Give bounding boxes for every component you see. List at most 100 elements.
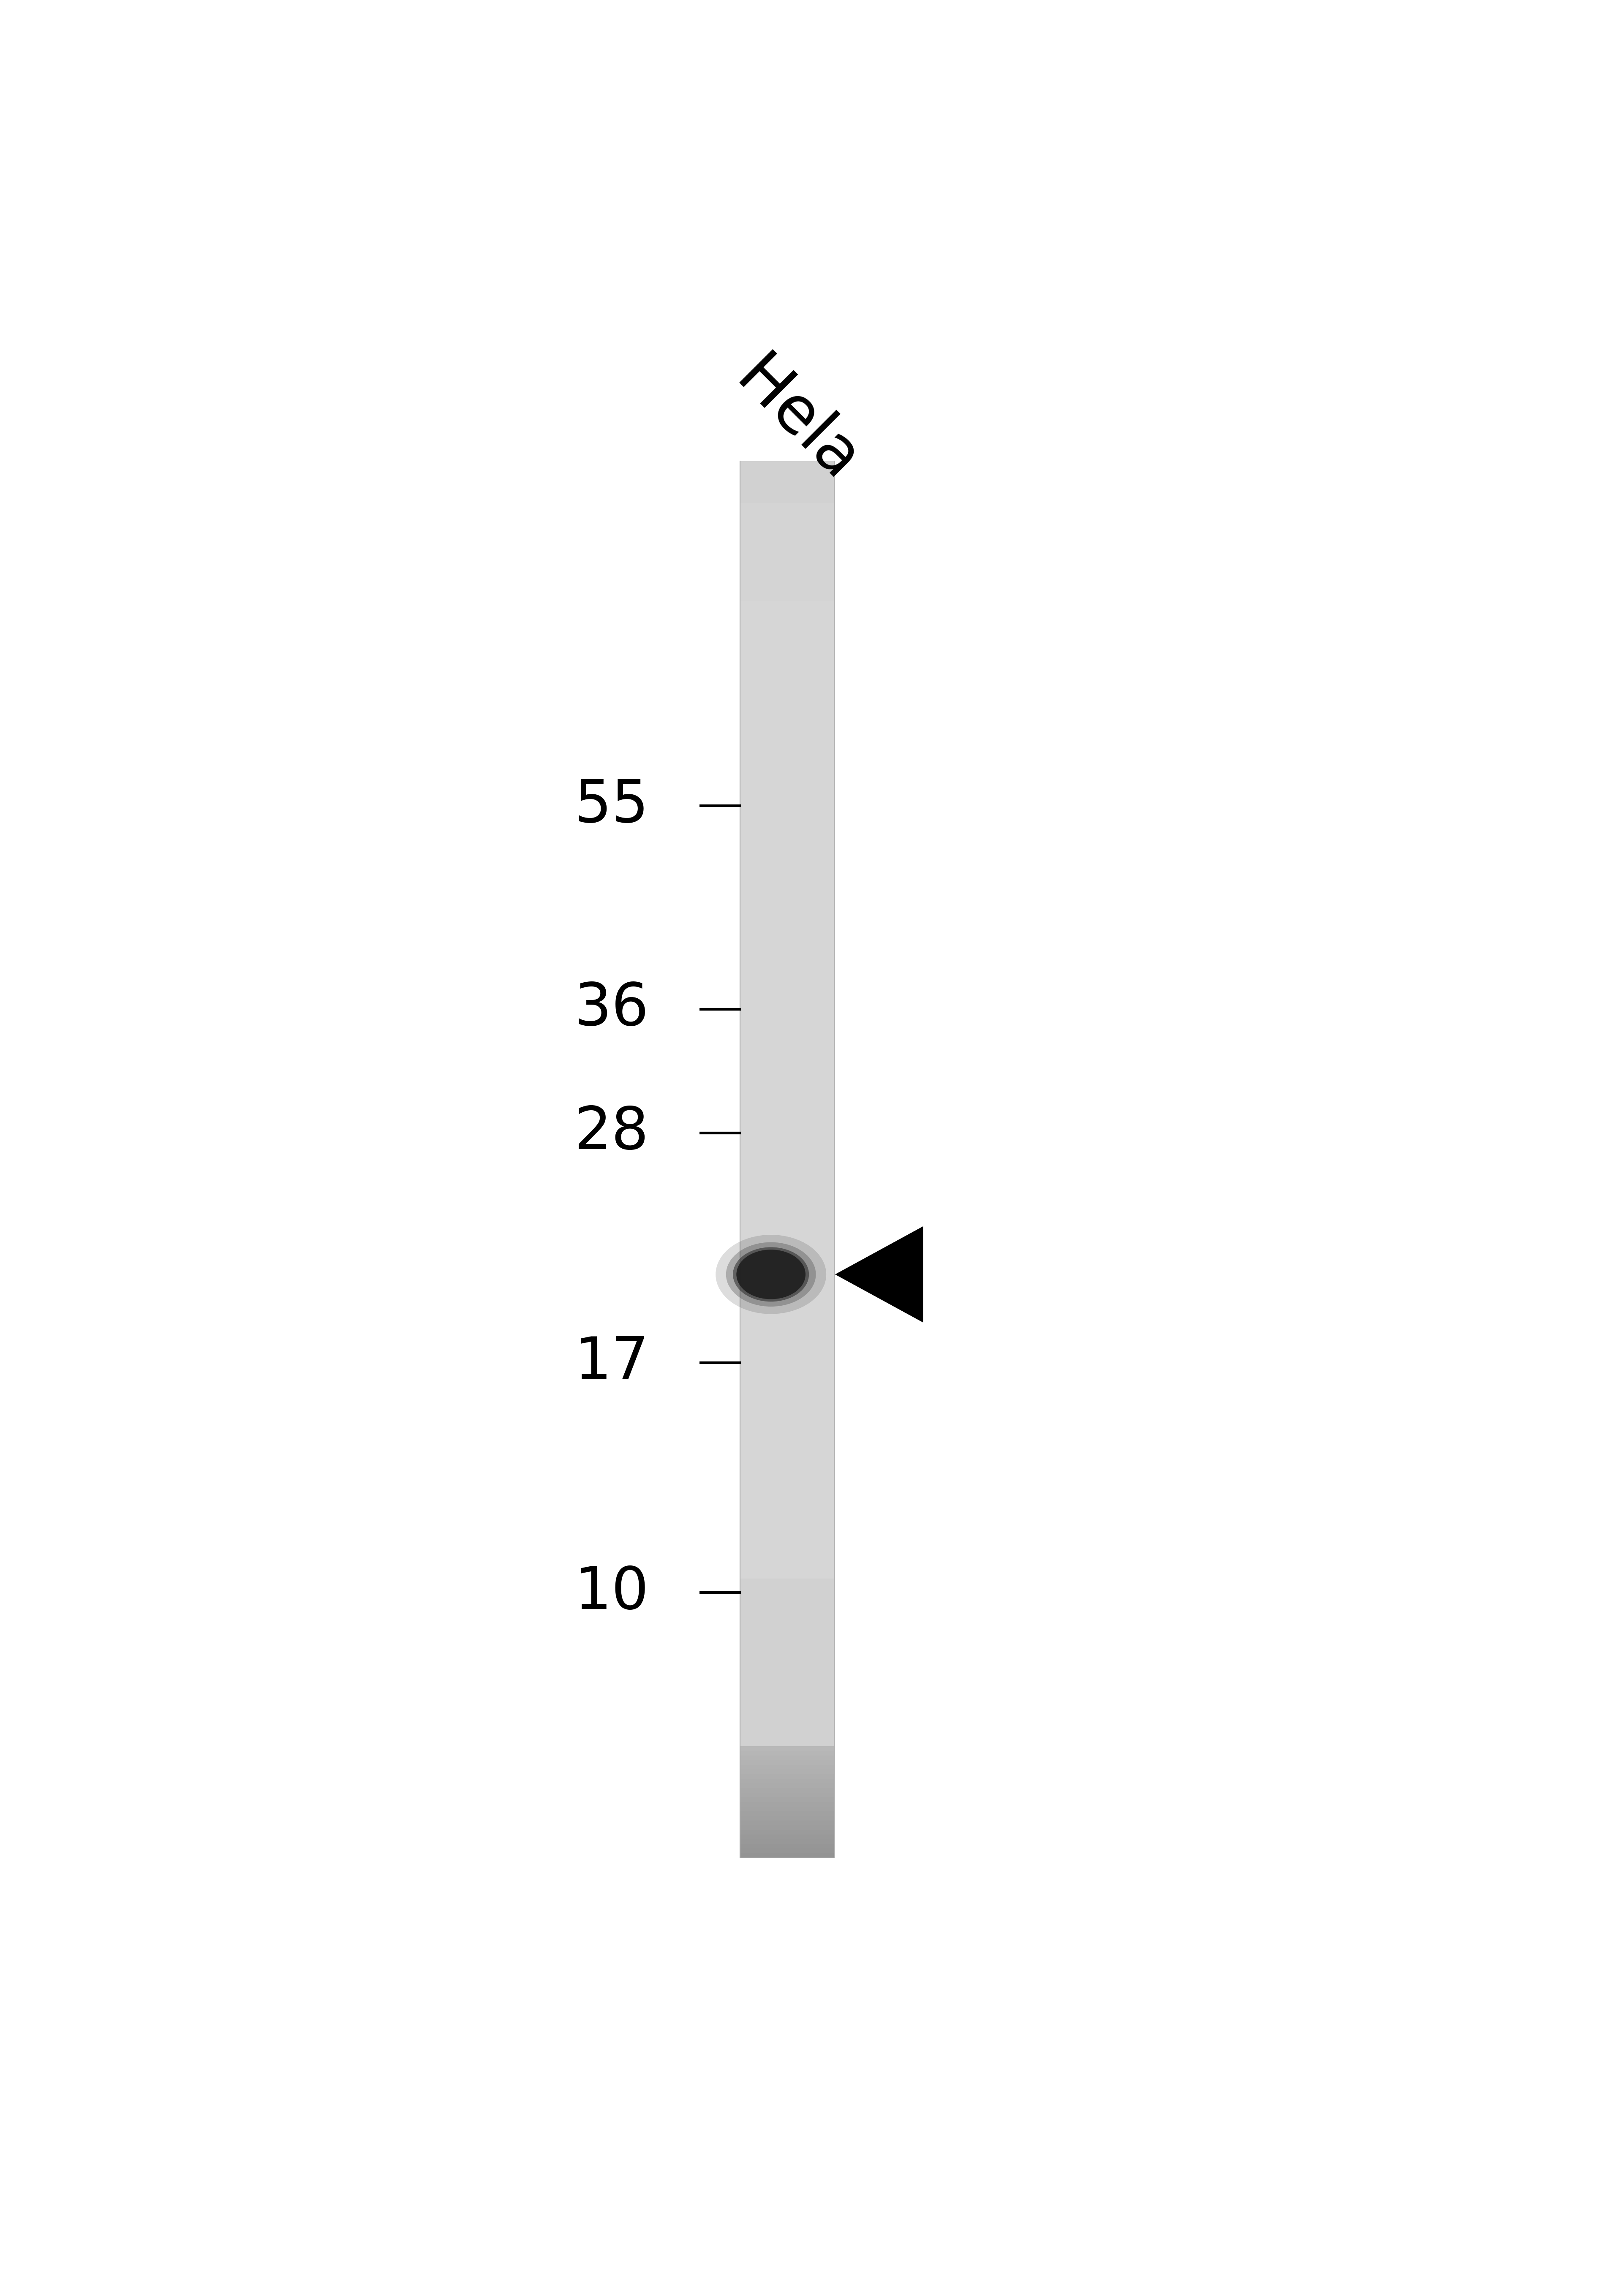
Bar: [740, 797, 834, 801]
Bar: [740, 1336, 834, 1341]
Bar: [740, 1807, 834, 1812]
Bar: [740, 928, 834, 932]
Bar: [740, 1573, 834, 1577]
Bar: [740, 760, 834, 765]
Bar: [740, 606, 834, 611]
Bar: [740, 1472, 834, 1476]
Bar: [740, 1052, 834, 1056]
Bar: [740, 1458, 834, 1463]
Bar: [740, 620, 834, 625]
Bar: [740, 755, 834, 760]
Bar: [740, 1258, 834, 1263]
Bar: [740, 852, 834, 856]
Bar: [740, 602, 834, 606]
Bar: [740, 751, 834, 755]
Bar: [740, 1671, 834, 1676]
Bar: [740, 1373, 834, 1378]
Bar: [740, 1081, 834, 1086]
Bar: [740, 466, 834, 471]
Bar: [740, 1109, 834, 1114]
Bar: [740, 1649, 834, 1653]
Bar: [740, 625, 834, 629]
Bar: [740, 1727, 834, 1731]
Bar: [740, 829, 834, 833]
Bar: [740, 666, 834, 670]
Bar: [740, 914, 834, 918]
Bar: [740, 1775, 834, 1779]
Bar: [740, 1426, 834, 1430]
Bar: [740, 1038, 834, 1042]
Bar: [740, 1300, 834, 1304]
Bar: [740, 494, 834, 498]
Bar: [740, 475, 834, 480]
Bar: [740, 1830, 834, 1835]
Bar: [740, 703, 834, 707]
Bar: [740, 902, 834, 909]
Bar: [740, 788, 834, 792]
Bar: [740, 1541, 834, 1545]
Bar: [740, 1387, 834, 1391]
Bar: [740, 1378, 834, 1382]
Bar: [740, 1536, 834, 1541]
Bar: [740, 726, 834, 730]
Bar: [740, 1355, 834, 1359]
Bar: [740, 1504, 834, 1508]
Bar: [740, 946, 834, 951]
Bar: [740, 806, 834, 810]
Bar: [740, 1784, 834, 1789]
Bar: [740, 1467, 834, 1472]
Bar: [740, 480, 834, 484]
Bar: [740, 801, 834, 806]
Bar: [740, 1554, 834, 1559]
Bar: [740, 1639, 834, 1644]
Bar: [740, 684, 834, 689]
Bar: [740, 1267, 834, 1272]
Bar: [740, 778, 834, 783]
Bar: [740, 484, 834, 489]
Bar: [740, 1070, 834, 1077]
Bar: [740, 526, 834, 530]
Bar: [740, 643, 834, 647]
Bar: [740, 918, 834, 923]
Bar: [740, 1219, 834, 1224]
Bar: [740, 583, 834, 588]
Bar: [740, 1391, 834, 1396]
Bar: [740, 1095, 834, 1100]
Bar: [740, 746, 834, 751]
Bar: [740, 996, 834, 1001]
Bar: [740, 1577, 834, 1584]
Bar: [740, 670, 834, 675]
Bar: [740, 1345, 834, 1350]
Bar: [740, 1368, 834, 1373]
Bar: [740, 1559, 834, 1564]
Bar: [740, 1676, 834, 1681]
Bar: [740, 563, 834, 567]
Bar: [740, 1295, 834, 1300]
Bar: [740, 1047, 834, 1052]
Bar: [740, 824, 834, 829]
Bar: [740, 964, 834, 969]
Bar: [740, 1155, 834, 1159]
Bar: [740, 1440, 834, 1444]
Bar: [740, 1658, 834, 1662]
Bar: [740, 1091, 834, 1095]
Bar: [740, 1603, 834, 1607]
Bar: [740, 1263, 834, 1267]
Bar: [740, 592, 834, 597]
Bar: [740, 1196, 834, 1201]
Bar: [740, 1685, 834, 1690]
Bar: [740, 1598, 834, 1603]
Bar: [740, 1798, 834, 1802]
Bar: [740, 652, 834, 657]
Text: 17: 17: [574, 1334, 649, 1391]
Bar: [740, 1061, 834, 1065]
Bar: [740, 1146, 834, 1150]
Bar: [740, 838, 834, 843]
Bar: [740, 1816, 834, 1821]
Bar: [740, 1304, 834, 1309]
Bar: [740, 774, 834, 778]
Bar: [740, 1752, 834, 1756]
Bar: [740, 1463, 834, 1467]
Bar: [740, 721, 834, 726]
Bar: [740, 1417, 834, 1421]
